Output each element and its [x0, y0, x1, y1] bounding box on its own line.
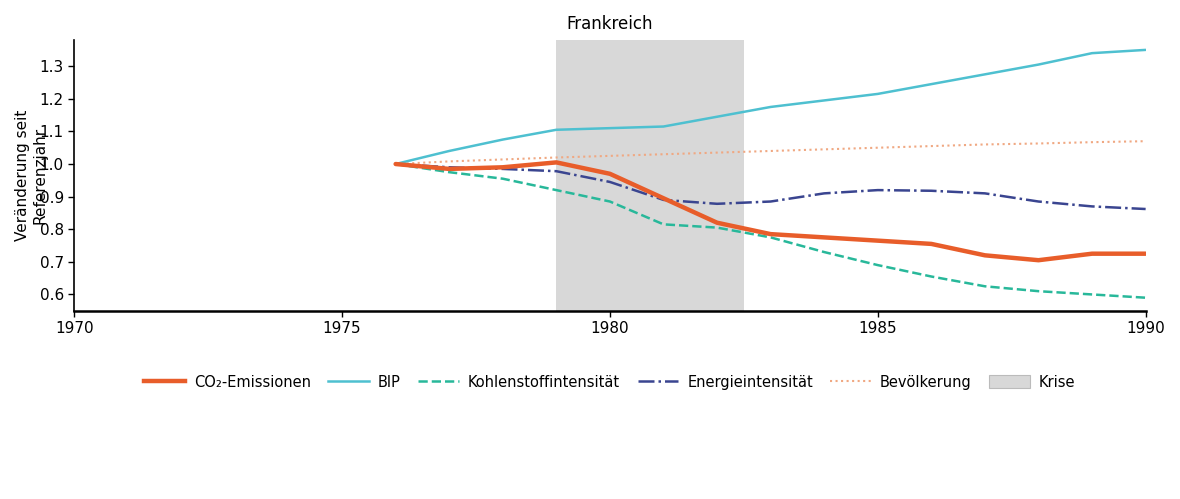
Bar: [556, 40, 743, 311]
Title: Frankreich: Frankreich: [566, 15, 654, 33]
Y-axis label: Veränderung seit
Referenzjahr: Veränderung seit Referenzjahr: [15, 110, 47, 241]
Legend: CO₂-Emissionen, BIP, Kohlenstoffintensität, Energieintensität, Bevölkerung, Kris: CO₂-Emissionen, BIP, Kohlenstoffintensit…: [138, 369, 1081, 396]
